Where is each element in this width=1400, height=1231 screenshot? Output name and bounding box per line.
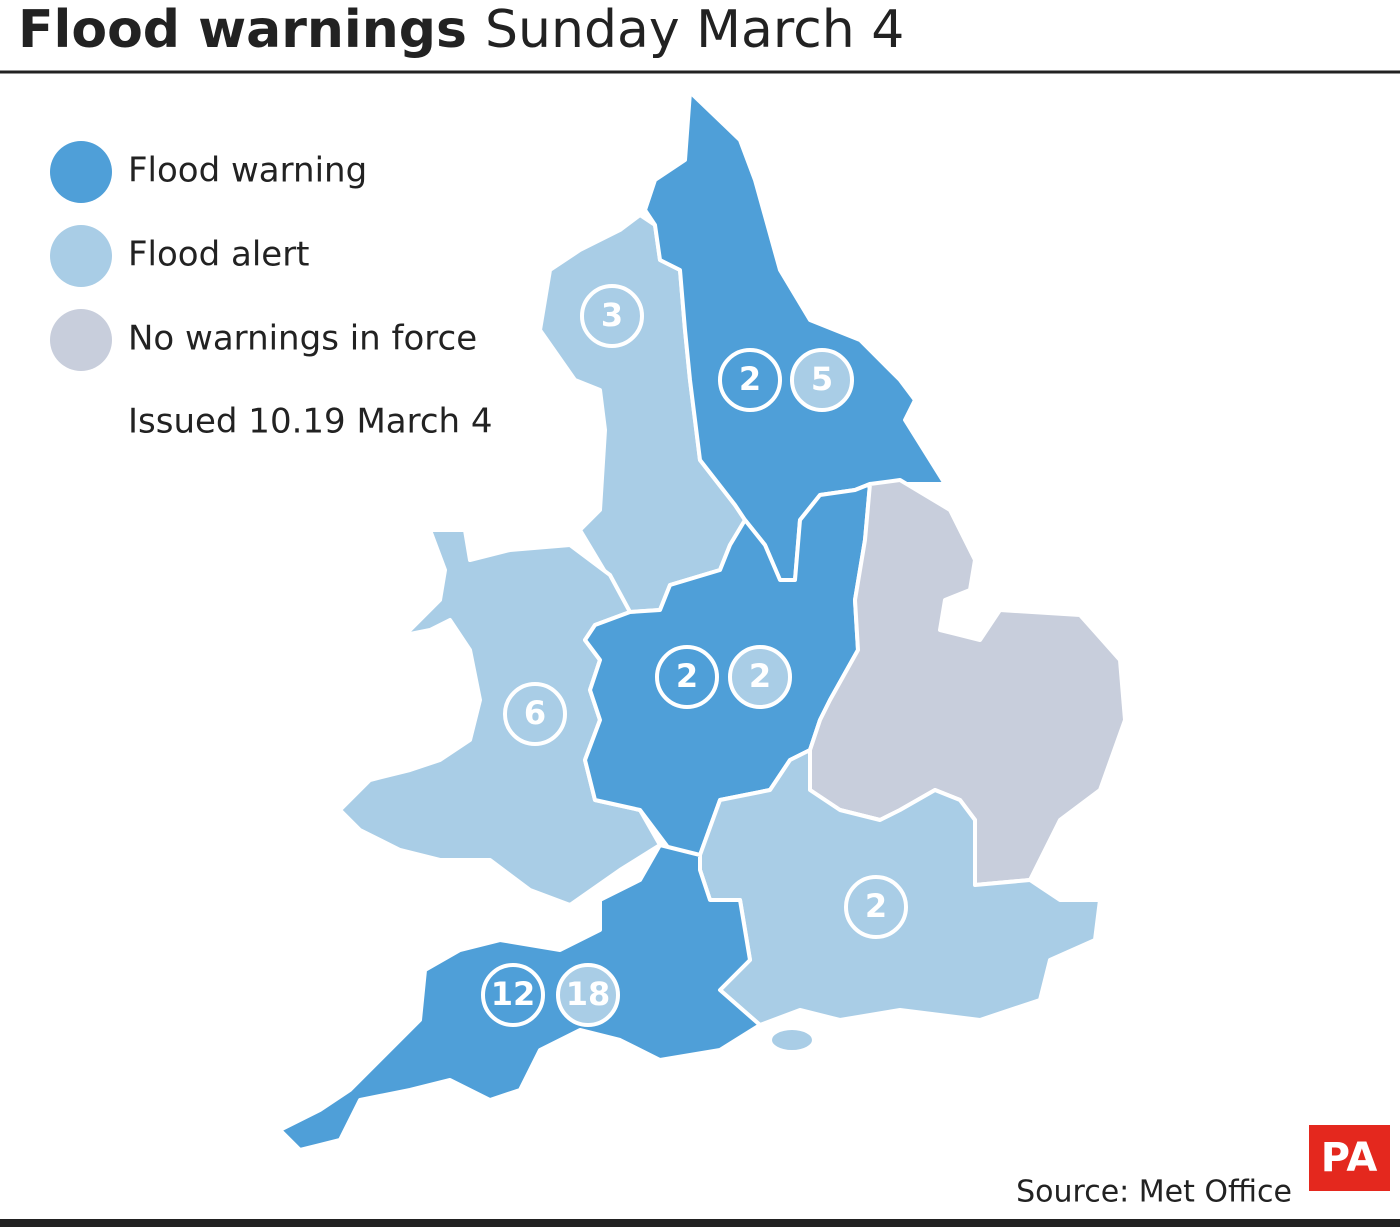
- source: Source: Met Office: [1016, 1175, 1292, 1210]
- title-bold: Flood warnings: [18, 0, 467, 60]
- badge-ring: [728, 645, 792, 709]
- legend-swatch: [50, 141, 112, 203]
- badge-ring: [481, 963, 545, 1027]
- badge-count: 6: [524, 694, 546, 732]
- badge-count: 18: [566, 975, 611, 1013]
- badge-ring: [655, 645, 719, 709]
- badge-ring: [790, 348, 854, 412]
- issued-note: Issued 10.19 March 4: [128, 402, 493, 442]
- region-wales: [338, 528, 662, 907]
- badge-count: 12: [491, 975, 536, 1013]
- badge-ring: [503, 682, 567, 746]
- badge-ring: [580, 284, 644, 348]
- footer-rule: [0, 1219, 1400, 1227]
- legend-label: Flood warning: [128, 151, 367, 191]
- badge-count: 5: [811, 360, 833, 398]
- badge-count: 2: [865, 887, 887, 925]
- badge-count: 3: [601, 296, 623, 334]
- badge-count: 2: [749, 657, 771, 695]
- legend-swatch: [50, 309, 112, 371]
- legend: Flood warning Flood alert No warnings in f…: [50, 141, 477, 371]
- legend-label: No warnings in force: [128, 319, 477, 359]
- badge-count: 2: [676, 657, 698, 695]
- badge-ring: [556, 963, 620, 1027]
- badges: 3 2 5 6 2 2 2 12 18: [481, 284, 908, 1027]
- title: Flood warnings Sunday March 4: [18, 0, 904, 60]
- badge-ring: [844, 875, 908, 939]
- subtitle: Sunday March 4: [485, 0, 904, 60]
- logo: PA: [1321, 1135, 1378, 1181]
- logo-box: [1309, 1125, 1390, 1191]
- badge-ring: [718, 348, 782, 412]
- region-isle-of-wight: [768, 1026, 816, 1054]
- regions: [278, 90, 1127, 1152]
- legend-label: Flood alert: [128, 235, 310, 275]
- badge-count: 2: [739, 360, 761, 398]
- legend-swatch: [50, 225, 112, 287]
